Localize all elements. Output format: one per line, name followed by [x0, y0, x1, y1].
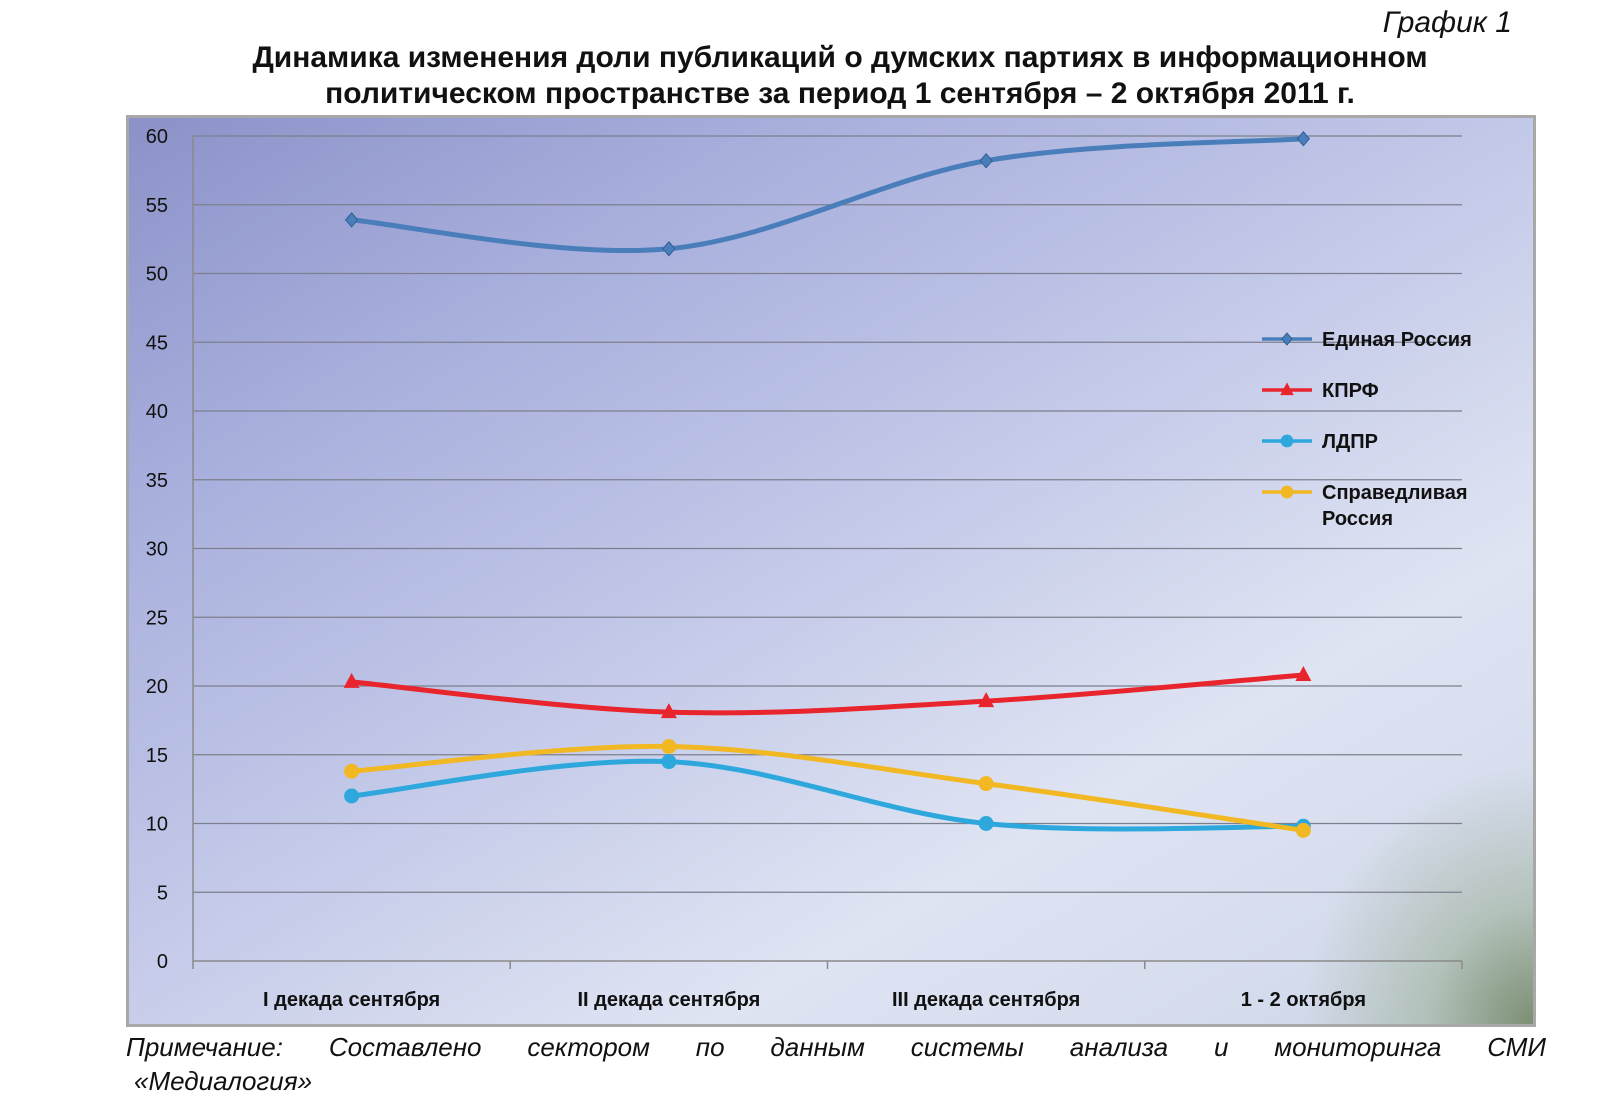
series-3-point	[344, 788, 360, 804]
chart-title-line-1: Динамика изменения доли публикаций о дум…	[252, 41, 1428, 74]
series-2-point	[660, 703, 677, 719]
x-category-label: III декада сентября	[892, 989, 1080, 1011]
series-4-point	[1295, 822, 1311, 838]
series-2-point	[978, 692, 995, 708]
y-tick-label: 50	[146, 264, 168, 286]
source-note: Примечание: Составлено сектором по данны…	[126, 1030, 1546, 1098]
legend-label: ЛДПР	[1322, 431, 1378, 453]
series-3-point	[661, 754, 677, 770]
series-2-point	[1295, 666, 1312, 681]
legend-label: Единая Россия	[1322, 329, 1472, 351]
legend-marker	[1280, 434, 1294, 448]
series-line-2	[349, 672, 1306, 716]
y-tick-label: 25	[146, 607, 168, 629]
legend-marker	[1280, 382, 1294, 396]
x-category-label: II декада сентября	[577, 989, 760, 1011]
legend-marker	[1280, 485, 1294, 499]
series-4-point	[661, 739, 677, 754]
x-category-label: 1 - 2 октября	[1241, 989, 1366, 1011]
legend-label: КПРФ	[1322, 380, 1379, 402]
series-line-1	[349, 136, 1306, 254]
series-3-point	[978, 816, 994, 831]
y-tick-label: 40	[146, 401, 168, 423]
y-tick-label: 20	[146, 676, 168, 698]
series-1-point	[979, 152, 993, 169]
series-1-point	[344, 212, 359, 228]
source-note-line-1: Примечание: Составлено сектором по данны…	[126, 1032, 1546, 1062]
legend-label-continued: Россия	[1322, 508, 1393, 530]
y-tick-label: 60	[146, 126, 168, 148]
series-4-point	[978, 776, 994, 792]
source-note-line-2: «Медиалогия»	[134, 1066, 313, 1096]
series-2-point	[343, 672, 360, 688]
series-4-point	[344, 763, 360, 779]
series-1-point	[1296, 130, 1311, 147]
y-tick-label: 45	[146, 332, 168, 354]
y-tick-label: 55	[146, 195, 168, 217]
y-tick-label: 35	[146, 470, 168, 492]
y-tick-label: 10	[146, 814, 168, 836]
figure-caption: График 1	[1382, 6, 1512, 39]
legend-marker	[1281, 332, 1293, 346]
plot-area	[126, 115, 1536, 1027]
y-tick-label: 30	[146, 539, 168, 561]
series-line-4	[349, 743, 1306, 833]
series-1-point	[662, 240, 676, 257]
y-tick-label: 5	[157, 882, 168, 904]
legend-label: Справедливая	[1322, 482, 1468, 504]
y-tick-label: 0	[157, 951, 168, 973]
y-tick-label: 15	[146, 745, 168, 767]
chart-title-line-2: политическом пространстве за период 1 се…	[325, 77, 1355, 110]
series-line-3	[349, 758, 1306, 832]
chart-title: Динамика изменения доли публикаций о дум…	[130, 40, 1550, 112]
x-category-label: I декада сентября	[263, 989, 440, 1011]
